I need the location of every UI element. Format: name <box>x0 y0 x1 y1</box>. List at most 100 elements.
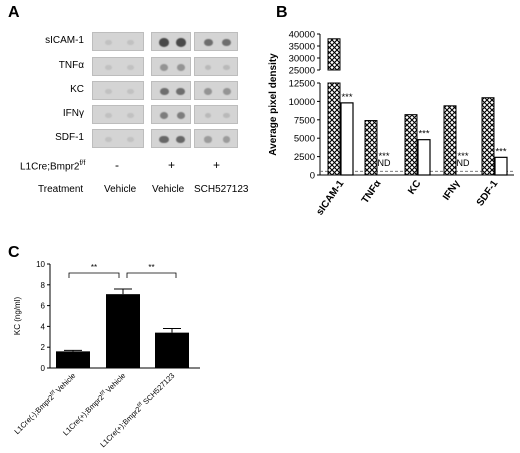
y-tick-label: 6 <box>41 302 46 311</box>
blot-spot-box <box>92 105 144 124</box>
panel-letter-a: A <box>8 4 20 21</box>
y-tick-label: 0 <box>41 364 46 373</box>
y-tick-label: 0 <box>310 171 315 182</box>
treatment-label: Treatment <box>38 184 84 195</box>
blot-spot-box <box>92 32 144 51</box>
y-tick-label: 7500 <box>294 115 315 126</box>
bar-control <box>364 120 378 176</box>
significance-bracket <box>126 272 177 278</box>
y-axis-title: Average pixel density <box>268 53 279 156</box>
blot-dot <box>175 38 186 47</box>
blot-dot <box>223 112 230 119</box>
treatment-name: Vehicle <box>152 184 185 195</box>
bar-treated <box>417 139 431 176</box>
treatment-name: SCH527123 <box>194 184 249 195</box>
genotype-sign: - <box>115 158 119 172</box>
blot-dot <box>203 38 213 47</box>
blot-dot <box>159 111 169 120</box>
y-axis-title: KC (ng/ml) <box>13 297 22 336</box>
blot-dot <box>176 87 186 96</box>
significance-mark: *** <box>418 129 429 140</box>
significance-mark: ** <box>91 263 97 272</box>
blot-dot <box>127 64 134 71</box>
blot-spot-box <box>92 81 144 100</box>
y-tick-label: 35000 <box>289 42 315 53</box>
blot-spot-box <box>194 129 238 148</box>
pixel-density-chart: 0 2500 5000 7500 10000 12500 25000300003500040… <box>268 30 514 217</box>
y-tick-label: 2500 <box>294 152 315 163</box>
y-tick-label: 12500 <box>289 79 315 90</box>
blot-dot <box>105 88 112 95</box>
y-tick-label: 4 <box>41 322 46 331</box>
blot-dot <box>127 112 134 119</box>
blot-dot <box>105 39 112 46</box>
blot-spot-box <box>151 129 191 148</box>
blot-dot <box>159 135 169 144</box>
bar-control-upper <box>327 38 341 71</box>
blot-spot-box <box>194 81 238 100</box>
y-tick-label: 25000 <box>289 66 315 77</box>
blot-spot-box <box>194 57 238 76</box>
blot-spot-box <box>92 57 144 76</box>
treatment-name: Vehicle <box>104 184 137 195</box>
bar-treated <box>494 156 508 176</box>
significance-mark: *** <box>495 146 506 157</box>
x-tick-label: TNFα <box>360 178 384 206</box>
blot-panel: sICAM-1 TNFα KC IFNγ SDF-1 L1Cre;Bmpr2f/f - + + T… <box>0 0 260 215</box>
blot-dot <box>127 88 134 95</box>
bar-control <box>481 97 495 176</box>
blot-dot <box>204 136 212 143</box>
blot-dot <box>160 64 168 71</box>
x-tick-label: SDF-1 <box>475 178 501 208</box>
blot-row-label: TNFα <box>58 60 84 71</box>
blot-dot <box>176 64 185 71</box>
blot-dot <box>222 136 231 143</box>
blot-dot <box>105 112 112 119</box>
blot-dot <box>158 38 170 47</box>
blot-row-label: IFNγ <box>62 108 84 119</box>
bar-treated <box>340 102 354 176</box>
blot-dot <box>204 64 212 71</box>
bar <box>106 294 140 368</box>
blot-spot-box <box>92 129 144 148</box>
blot-spot-box <box>151 57 191 76</box>
bar <box>56 351 90 368</box>
blot-dot <box>204 112 212 119</box>
y-tick-label: 40000 <box>289 30 315 41</box>
nd-label: ND <box>457 158 470 168</box>
blot-dot <box>127 39 134 46</box>
blot-spot-box <box>194 32 238 51</box>
bar-control <box>443 105 457 176</box>
y-tick-label: 8 <box>41 281 46 290</box>
blot-dot <box>204 88 213 95</box>
x-tick-label: sICAM-1 <box>314 178 346 217</box>
nd-label: ND <box>378 158 391 168</box>
blot-row-label: sICAM-1 <box>45 35 84 46</box>
y-tick-label: 10000 <box>289 97 315 108</box>
y-tick-label: 2 <box>41 343 46 352</box>
y-tick-label: 5000 <box>294 134 315 145</box>
significance-mark: *** <box>341 92 352 103</box>
significance-mark: *** <box>457 151 468 162</box>
blot-dot <box>222 88 231 95</box>
blot-row-label: KC <box>70 84 84 95</box>
blot-spot-box <box>151 32 191 51</box>
significance-mark: *** <box>378 151 389 162</box>
y-tick-label: 10 <box>36 260 45 269</box>
x-tick-label: IFNγ <box>441 178 463 202</box>
blot-dot <box>223 64 230 71</box>
blot-dot <box>176 111 186 120</box>
blot-dot <box>222 38 232 47</box>
significance-bracket <box>68 272 120 278</box>
bar <box>155 332 189 368</box>
blot-spot-box <box>151 81 191 100</box>
genotype-sign: + <box>213 158 221 172</box>
blot-spot-box <box>151 105 191 124</box>
x-tick-label: KC <box>406 178 423 196</box>
genotype-sign: + <box>168 158 176 172</box>
significance-mark: ** <box>148 263 154 272</box>
y-tick-label: 30000 <box>289 54 315 65</box>
genotype-label: L1Cre;Bmpr2f/f <box>20 160 86 173</box>
blot-dot <box>105 64 112 71</box>
